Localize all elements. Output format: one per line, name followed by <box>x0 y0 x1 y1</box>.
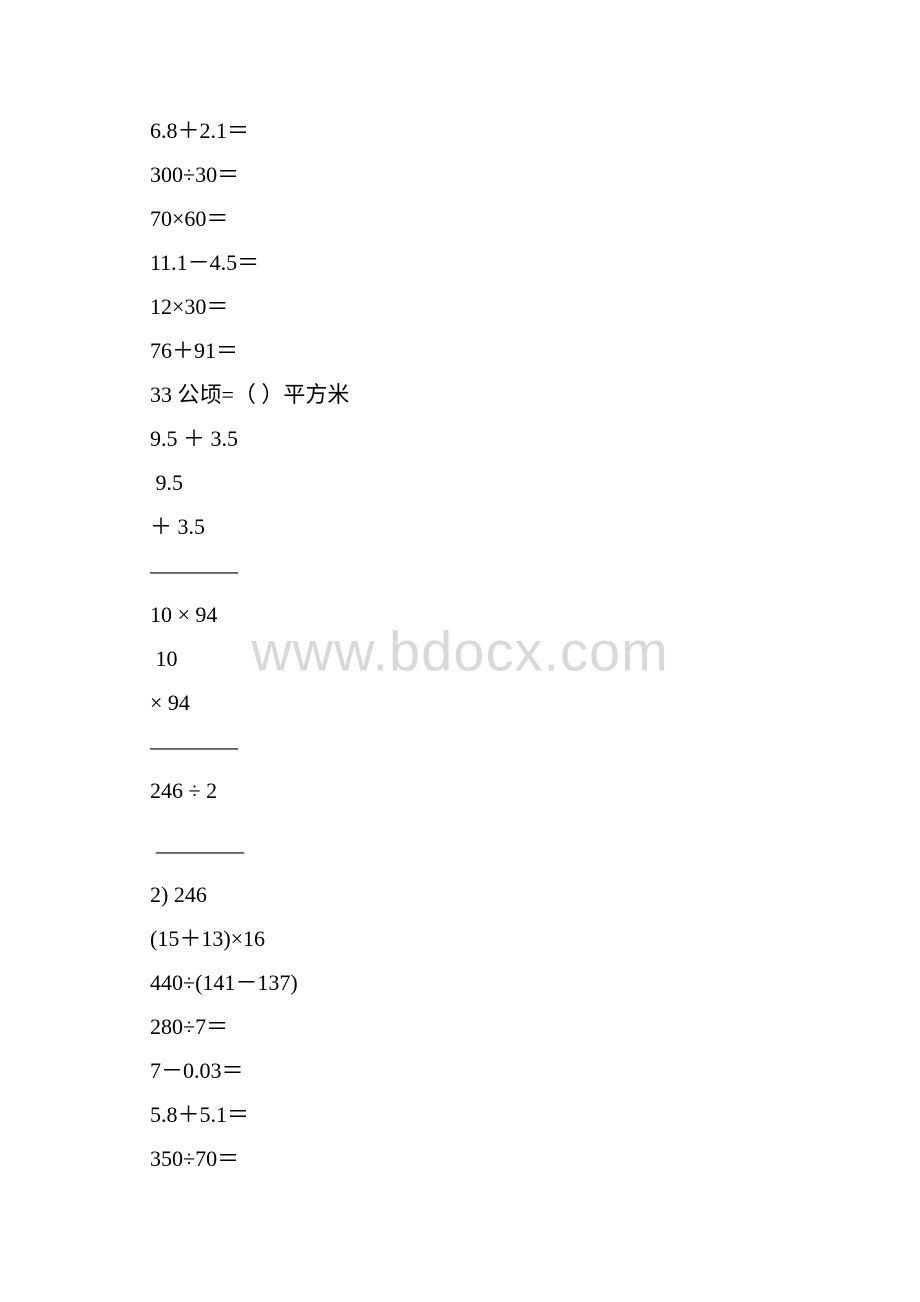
document-body: 6.8＋2.1＝ 300÷30＝ 70×60＝ 11.1－4.5＝ 12×30＝… <box>150 120 770 1170</box>
line-18: 280÷7＝ <box>150 1016 770 1038</box>
rule-2: ———— <box>150 736 770 758</box>
rule-1: ———— <box>150 560 770 582</box>
line-2: 300÷30＝ <box>150 164 770 186</box>
line-20: 5.8＋5.1＝ <box>150 1104 770 1126</box>
line-10: ＋ 3.5 <box>150 516 770 538</box>
line-4: 11.1－4.5＝ <box>150 252 770 274</box>
rule-3: ———— <box>150 840 770 862</box>
line-3: 70×60＝ <box>150 208 770 230</box>
line-9: 9.5 <box>150 472 770 494</box>
line-19: 7－0.03＝ <box>150 1060 770 1082</box>
line-5: 12×30＝ <box>150 296 770 318</box>
line-17: 440÷(141－137) <box>150 972 770 994</box>
line-6: 76＋91＝ <box>150 340 770 362</box>
line-14: 246 ÷ 2 <box>150 780 770 802</box>
line-21: 350÷70＝ <box>150 1148 770 1170</box>
line-12: 10 <box>150 648 770 670</box>
line-13: × 94 <box>150 692 770 714</box>
line-16: (15＋13)×16 <box>150 928 770 950</box>
line-11: 10 × 94 <box>150 604 770 626</box>
line-8: 9.5 ＋ 3.5 <box>150 428 770 450</box>
line-7: 33 公顷=（ ）平方米 <box>150 384 770 406</box>
line-1: 6.8＋2.1＝ <box>150 120 770 142</box>
line-15: 2) 246 <box>150 884 770 906</box>
